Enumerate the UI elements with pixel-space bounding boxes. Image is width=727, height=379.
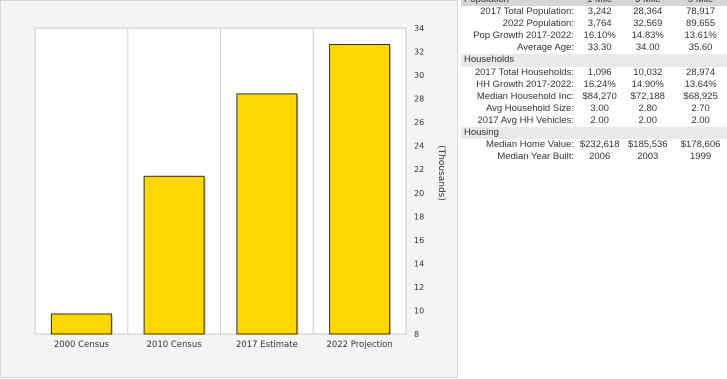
cell-5-mile: 2.00: [691, 114, 710, 126]
column-header: 1 Mile: [577, 0, 622, 7]
cell-1-mile: $84,270: [582, 90, 617, 102]
table-row: Average Age: 33.30 34.00 35.60: [461, 42, 727, 54]
cell-1-mile: 1,096: [587, 66, 612, 78]
table-row: 2017 Total Households: 1,096 10,032 28,974: [461, 67, 727, 79]
y-tick-label: 24: [414, 142, 424, 151]
y-tick-label: 8: [414, 330, 419, 339]
cell-1-mile: 3,242: [587, 6, 612, 18]
cell-1-mile: 2.00: [590, 114, 609, 126]
row-label: Avg Household Size:: [485, 102, 574, 114]
table-row: 2017 Total Population: 3,242 28,364 78,917: [461, 6, 727, 18]
cell-3-mile: 28,364: [633, 6, 663, 18]
cell-5-mile: 13.64%: [684, 78, 717, 90]
row-label: 2022 Population:: [502, 18, 574, 30]
table-row: 2017 Avg HH Vehicles: 2.00 2.00 2.00: [461, 115, 727, 127]
y-axis-label: (Thousands): [436, 145, 446, 201]
y-tick-label: 14: [414, 259, 424, 268]
cell-1-mile: 33.30: [587, 42, 612, 54]
cell-5-mile: 2.70: [691, 102, 710, 114]
cell-3-mile: $72,188: [630, 90, 665, 102]
bar-2: [143, 175, 205, 335]
section-header-row: Housing: [461, 127, 727, 140]
y-tick-label: 28: [414, 95, 424, 104]
cell-3-mile: 34.00: [635, 42, 660, 54]
bar-3: [236, 93, 298, 335]
y-tick-label: 10: [414, 307, 424, 316]
column-header: 5 Mile: [674, 0, 727, 7]
row-label: Median Household Inc:: [476, 90, 574, 102]
cell-1-mile: 16.24%: [583, 78, 616, 90]
cell-3-mile: 10,032: [633, 66, 663, 78]
cell-1-mile: $232,618: [579, 139, 620, 151]
table-row: HH Growth 2017-2022: 16.24% 14.90% 13.64%: [461, 79, 727, 91]
cell-1-mile: 3.00: [590, 102, 609, 114]
x-tick-label: 2017 Estimate: [236, 340, 298, 350]
row-label: 2017 Total Population:: [480, 6, 574, 18]
cell-3-mile: 32,569: [633, 18, 663, 30]
row-label: HH Growth 2017-2022:: [476, 78, 574, 90]
table-row: 2022 Population: 3,764 32,569 89,655: [461, 18, 727, 30]
section-header: Households: [461, 54, 727, 67]
table-header-row: Population1 Mile3 Mile5 Mile: [461, 0, 727, 7]
table-row: Median Household Inc: $84,270 $72,188 $68,9…: [461, 91, 727, 103]
cell-3-mile: $185,536: [627, 139, 668, 151]
table-row: Median Year Built: 2006 2003 1999: [461, 151, 727, 163]
cell-1-mile: 3,764: [587, 18, 612, 30]
y-tick-label: 30: [414, 71, 424, 80]
y-tick-label: 16: [414, 236, 424, 245]
cell-5-mile: $178,606: [680, 139, 721, 151]
x-tick-label: 2000 Census: [54, 340, 110, 350]
row-label: Median Year Built:: [497, 151, 574, 163]
cell-5-mile: 28,974: [686, 66, 716, 78]
x-tick-label: 2022 Projection: [326, 340, 392, 350]
column-header: 3 Mile: [621, 0, 675, 7]
bar-1: [50, 313, 112, 335]
cell-3-mile: 14.83%: [631, 30, 664, 42]
bar-4: [329, 44, 391, 335]
cell-3-mile: 2.00: [638, 114, 658, 126]
cell-3-mile: 2003: [637, 151, 659, 163]
y-tick-label: 20: [414, 189, 424, 198]
section-header-row: Households: [461, 54, 727, 67]
y-tick-label: 34: [414, 24, 424, 33]
cell-3-mile: 2.80: [638, 102, 658, 114]
row-label: Average Age:: [517, 42, 574, 54]
y-tick-label: 26: [414, 118, 424, 127]
section-header-population: Population: [461, 0, 578, 7]
cell-5-mile: 89,655: [686, 18, 716, 30]
cell-5-mile: 1999: [690, 151, 712, 163]
y-tick-label: 18: [414, 212, 424, 221]
bar-chart: 2000 Census 2010 Census 2017 Estimate 2022 …: [34, 24, 446, 350]
cell-3-mile: 14.90%: [631, 78, 664, 90]
cell-5-mile: 13.61%: [684, 30, 717, 42]
row-label: 2017 Avg HH Vehicles:: [477, 114, 574, 126]
table-row: Pop Growth 2017-2022: 16.10% 14.83% 13.61%: [461, 30, 727, 42]
cell-1-mile: 2006: [589, 151, 611, 163]
x-tick-label: 2010 Census: [147, 340, 203, 350]
section-header: Housing: [461, 127, 727, 140]
y-tick-label: 32: [414, 48, 424, 57]
cell-5-mile: 78,917: [686, 6, 716, 18]
chart-panel: 2000 Census 2010 Census 2017 Estimate 2022 …: [0, 0, 458, 378]
row-label: 2017 Total Households:: [474, 66, 574, 78]
table-row: Avg Household Size: 3.00 2.80 2.70: [461, 103, 727, 115]
demographics-table: Population1 Mile3 Mile5 Mile2017 Total P…: [461, 0, 727, 163]
cell-5-mile: $68,925: [683, 90, 718, 102]
cell-1-mile: 16.10%: [583, 30, 616, 42]
row-label: Pop Growth 2017-2022:: [473, 30, 574, 42]
table-row: Median Home Value: $232,618 $185,536 $178,6…: [461, 139, 727, 151]
row-label: Median Home Value:: [485, 139, 574, 151]
y-tick-label: 12: [414, 283, 424, 292]
y-tick-label: 22: [414, 165, 424, 174]
cell-5-mile: 35.60: [688, 42, 713, 54]
